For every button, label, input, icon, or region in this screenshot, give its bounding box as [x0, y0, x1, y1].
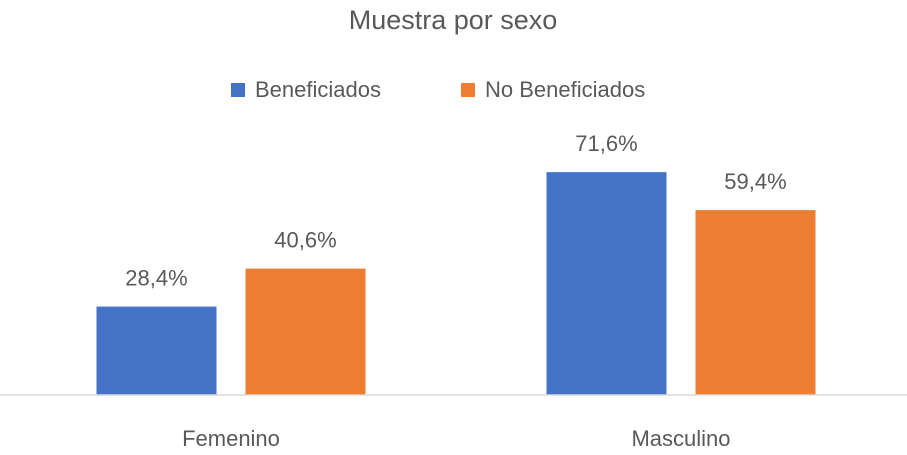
legend-swatch — [461, 83, 475, 97]
data-label: 71,6% — [575, 131, 637, 156]
chart-title: Muestra por sexo — [349, 5, 558, 35]
data-label: 28,4% — [125, 265, 187, 290]
legend-swatch — [231, 83, 245, 97]
x-tick-label: Femenino — [182, 426, 280, 451]
x-tick-label: Masculino — [631, 426, 730, 451]
bar — [245, 268, 366, 395]
bar — [546, 172, 667, 395]
data-label: 40,6% — [274, 227, 336, 252]
legend-label: No Beneficiados — [485, 77, 645, 102]
data-label: 59,4% — [724, 169, 786, 194]
bar — [96, 306, 217, 395]
bar — [695, 210, 816, 395]
legend-label: Beneficiados — [255, 77, 381, 102]
